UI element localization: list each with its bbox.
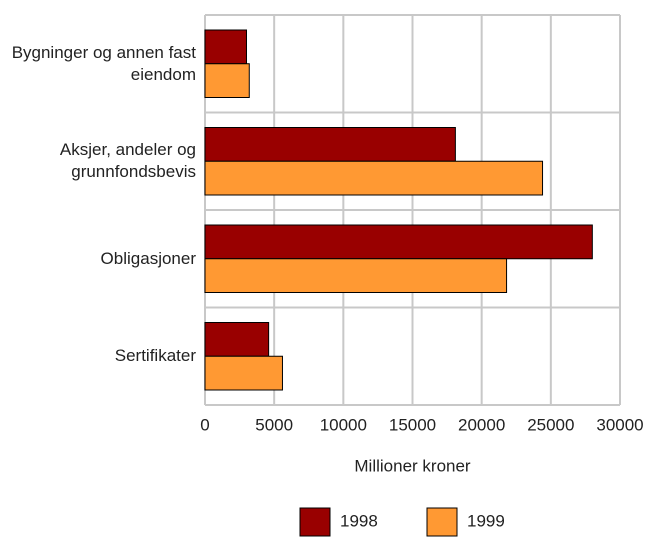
x-tick-label: 20000 (458, 415, 505, 434)
bar (204, 160, 544, 196)
legend-swatch (426, 507, 458, 537)
bar (204, 224, 593, 260)
x-tick-label: 0 (200, 415, 209, 434)
bar (204, 29, 247, 65)
bar (204, 127, 456, 162)
x-tick-label: 25000 (527, 415, 574, 434)
y-tick-label: Obligasjoner (100, 248, 196, 268)
x-tick-label: 5000 (255, 415, 293, 434)
x-tick-label: 10000 (320, 415, 367, 434)
bar (204, 63, 250, 98)
legend-swatch (299, 507, 331, 537)
y-tick-label: Sertifikater (114, 346, 196, 366)
bar (204, 355, 283, 391)
x-tick-label: 30000 (596, 415, 643, 434)
legend-label: 1998 (340, 511, 378, 530)
bar (204, 258, 508, 293)
legend-label: 1999 (467, 511, 505, 530)
y-tick-label: Bygninger og annen fast eiendom (11, 42, 196, 84)
x-axis-label: Millioner kroner (354, 456, 471, 475)
x-tick-label: 15000 (389, 415, 436, 434)
bar (204, 322, 270, 357)
y-tick-label: Aksjer, andeler og grunnfondsbevis (59, 140, 196, 182)
